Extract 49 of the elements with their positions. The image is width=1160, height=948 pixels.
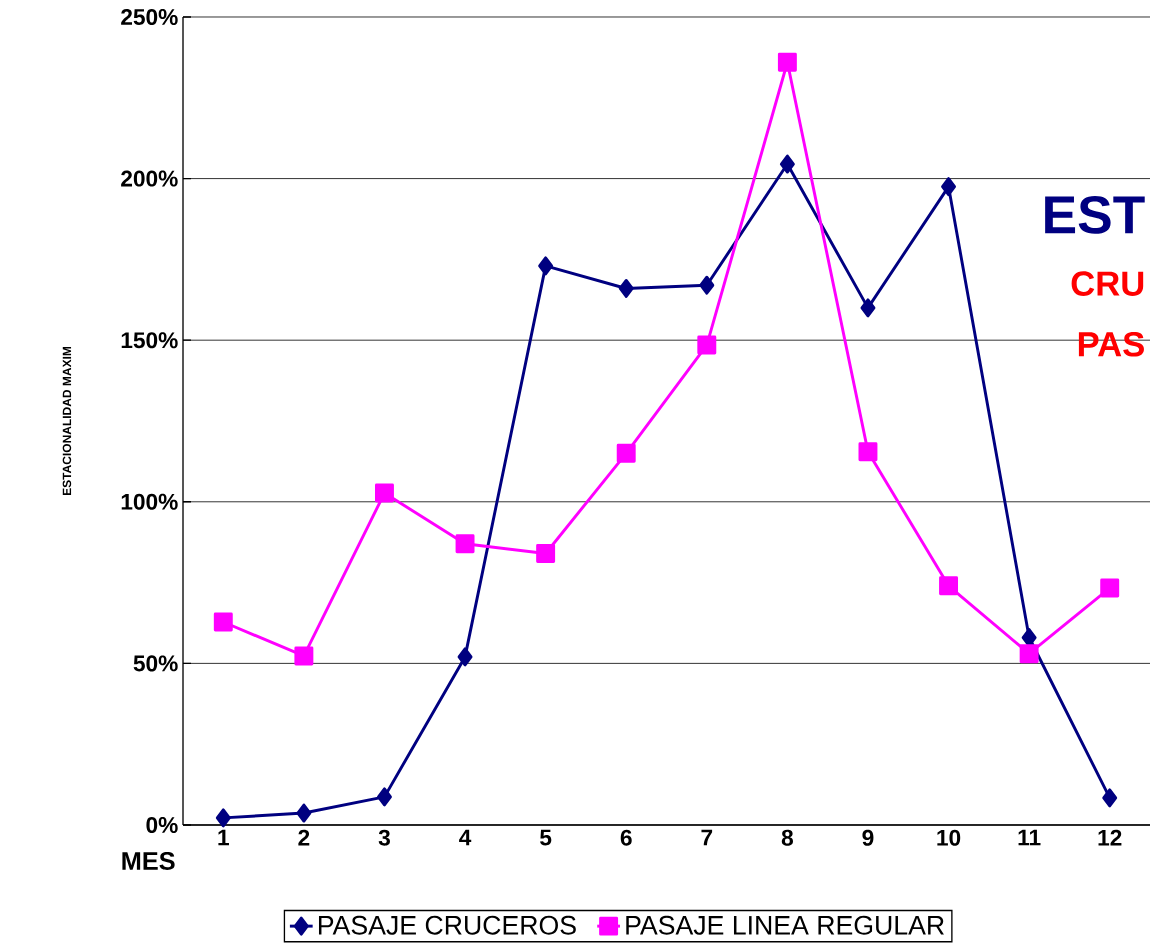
x-axis-title: MES (122, 852, 175, 870)
y-tick-label: 200% (121, 170, 178, 187)
x-tick-label: 5 (540, 829, 552, 846)
x-tick-label: 7 (701, 829, 713, 846)
point (376, 787, 392, 807)
point (699, 275, 715, 295)
y-tick-label: 150% (121, 332, 178, 349)
point (296, 803, 312, 823)
x-tick-label: 2 (298, 829, 310, 846)
point (616, 443, 636, 463)
y-tick-label: 100% (121, 493, 178, 510)
x-tick-label: 8 (781, 829, 793, 846)
point (538, 256, 554, 276)
point (536, 544, 556, 563)
x-tick-label: 9 (862, 829, 874, 846)
y-tick-label: 250% (121, 8, 178, 26)
point (939, 576, 959, 596)
point (1100, 578, 1120, 598)
point (858, 442, 878, 462)
point (213, 612, 233, 632)
point (860, 298, 876, 318)
x-tick-label: 10 (937, 829, 961, 846)
y-axis-title: ESTACIONALIDAD MAXIM (62, 346, 72, 496)
point (457, 647, 473, 667)
annotation: PAS (1078, 331, 1144, 357)
point (294, 646, 314, 666)
annotation: EST (1045, 196, 1145, 234)
y-tick-label: 50% (133, 655, 178, 672)
y-tick-label: 0% (146, 816, 178, 834)
point (618, 279, 634, 298)
point (375, 483, 394, 503)
point (455, 534, 475, 554)
legend-label: PASAJE LINEA REGULAR (626, 915, 944, 935)
point (1102, 788, 1118, 808)
point (697, 335, 717, 355)
x-tick-label: 12 (1098, 829, 1122, 846)
x-tick-label: 6 (620, 829, 632, 846)
x-tick-label: 4 (459, 829, 472, 846)
point (215, 808, 231, 828)
annotation: CRU (1071, 271, 1144, 296)
point (1021, 628, 1037, 647)
point (779, 154, 795, 174)
point (1019, 644, 1039, 664)
x-tick-label: 1 (218, 829, 229, 846)
legend-label: PASAJE CRUCEROS (318, 915, 576, 935)
x-tick-label: 11 (1018, 829, 1041, 846)
x-tick-label: 3 (378, 829, 390, 846)
point (941, 177, 957, 197)
point (777, 52, 797, 72)
